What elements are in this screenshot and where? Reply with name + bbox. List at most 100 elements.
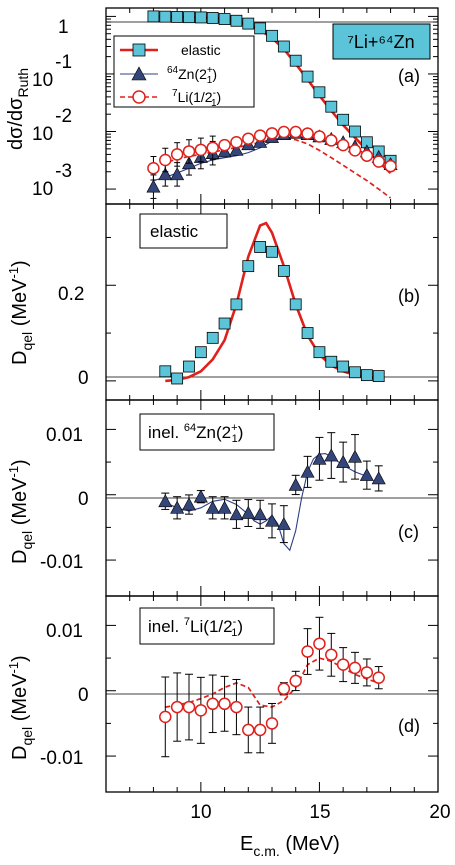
panel-a-point-circle [218, 138, 231, 152]
panel-a-ytick-1e-2-mant: 10 [32, 124, 53, 145]
panel-d-label-sup: - [233, 616, 237, 628]
panel-a-point-circle [230, 136, 243, 149]
panel-a-ytick-1e-2: 10-2 [32, 106, 72, 145]
panel-a-point-circle [277, 125, 291, 139]
data-markers [146, 10, 398, 758]
panel-a-point-square [183, 11, 195, 24]
panel-d-ytick-0.01: 0.01 [46, 621, 83, 642]
panel-d-point-circle [194, 704, 208, 717]
x-axis-title: Ec.m. (MeV) [240, 833, 340, 859]
panel-c-point-triangle [359, 468, 374, 481]
panel-c-label-pre: inel. [148, 423, 184, 442]
panel-a-point-square [230, 14, 243, 27]
x-tick-label-20: 20 [429, 802, 450, 823]
panel-b-point-square [266, 245, 278, 258]
panel-a-point-square [289, 54, 302, 67]
panel-c-ytick-minus-0.01: -0.01 [40, 552, 83, 573]
panel-a-point-triangle [229, 142, 244, 156]
panel-d-point-circle [336, 658, 350, 671]
panel-b-ytick-0.2: 0.2 [58, 284, 84, 305]
legend-elastic-marker [132, 43, 146, 57]
axis-ticks [106, 8, 438, 792]
panel-c-point-triangle [229, 507, 244, 521]
panel-d-y-title-unit: (MeV [9, 673, 31, 727]
panel-a-point-square [206, 12, 219, 24]
panel-a-point-square [301, 70, 314, 83]
panel-a-point-circle [336, 138, 350, 152]
panel-a-ytick-1e-3: 10-3 [32, 161, 72, 200]
panel-d-label: inel. 7Li(1/2-1) [148, 616, 243, 639]
panel-a-point-square [277, 40, 290, 53]
panel-c-point-triangle [181, 497, 197, 511]
panel-a-point-circle [147, 161, 160, 175]
panel-a-point-square [349, 125, 361, 138]
panel-a-point-circle [384, 159, 397, 173]
panel-c-y-title-close: ) [9, 459, 31, 466]
legend-zn-label: 64Zn(2+ 1) [167, 65, 217, 86]
panel-a-point-square [194, 11, 207, 24]
panel-b-point-square [242, 260, 255, 273]
panel-d-point-circle [325, 648, 338, 662]
panel-a-ytick-1e-3-mant: 10 [32, 179, 53, 200]
panel-b-point-square [313, 346, 326, 359]
panel-b-y-axis-title: Dqel (MeV-1) [6, 260, 35, 365]
panel-d-y-title-close: ) [9, 655, 31, 662]
panel-d-point-circle [182, 700, 196, 714]
panel-a-point-circle [301, 127, 314, 140]
panel-d-ytick-0: 0 [78, 685, 89, 706]
legend-li-marker [132, 90, 146, 104]
panel-d-point-circle [265, 717, 279, 730]
panel-c-label-mass: 64 [184, 422, 196, 434]
panel-d-tag: (d) [398, 716, 420, 736]
panel-a-y-axis-title-sub: Ruth [15, 68, 31, 98]
panel-c-point-triangle [253, 507, 268, 521]
panel-a-point-circle [194, 143, 208, 157]
panel-d-point-circle [206, 697, 219, 711]
panel-b-y-title-exp: -1 [6, 267, 21, 279]
panel-a-point-circle [313, 130, 326, 143]
panel-c-point-triangle [324, 448, 339, 462]
panel-d-point-circle [301, 645, 314, 658]
panel-d-y-title-sub: qel [19, 727, 35, 746]
panel-a-point-triangle [158, 167, 173, 181]
panel-a-point-circle [242, 132, 255, 145]
panel-d-label-pre: inel. [148, 617, 184, 636]
panel-c-ytick-0.01: 0.01 [46, 425, 83, 446]
panel-b-point-square [218, 317, 231, 330]
legend-zn-label-mass: 64 [167, 65, 179, 76]
panel-b-y-title-close: ) [9, 260, 31, 267]
legend-zn-label-tail: ) [212, 66, 217, 82]
panel-c-point-triangle [300, 464, 315, 478]
legend-zn-label-main: Zn(2 [178, 66, 207, 82]
panel-c-point-triangle [312, 451, 327, 465]
legend-li-label-mass: 7 [172, 88, 178, 99]
panel-a-point-square [313, 86, 326, 99]
panel-a-point-square [147, 10, 160, 23]
panel-c-tag: (c) [398, 522, 419, 542]
panel-b-point-square [349, 366, 361, 379]
panel-b-ytick-0: 0 [78, 368, 89, 389]
panel-d-label-sub: 1 [231, 627, 237, 639]
panel-a-ytick-1e-3-exp: -3 [55, 161, 72, 182]
panel-a-point-square [266, 29, 278, 42]
panel-d-label-mass: 7 [184, 616, 190, 628]
panel-a-point-square [254, 22, 267, 35]
panel-c-label-main: Zn(2 [196, 423, 231, 442]
panel-a-point-circle [170, 148, 184, 161]
x-axis-title-main: E [240, 833, 253, 855]
legend-li-label: 7Li(1/2-1) [172, 88, 221, 109]
panel-d-y-axis-title: Dqel (MeV-1) [6, 655, 35, 760]
x-tick-label-15: 15 [309, 802, 330, 823]
legend-li-label-sup: - [213, 88, 216, 99]
legend-zn-marker [131, 66, 147, 81]
panel-b-point-square [289, 298, 302, 311]
panel-c-label: inel. 64Zn(2+ 1) [148, 422, 243, 445]
panel-c-y-title-unit: (MeV [9, 477, 31, 531]
panel-d-point-circle [253, 723, 267, 737]
panel-a-point-circle [325, 134, 338, 147]
panel-a-ytick-1e-2-exp: -2 [55, 106, 72, 127]
panel-b-label-box [139, 213, 228, 249]
panel-d-point-circle [289, 674, 302, 688]
panel-b-point-square [372, 370, 385, 382]
